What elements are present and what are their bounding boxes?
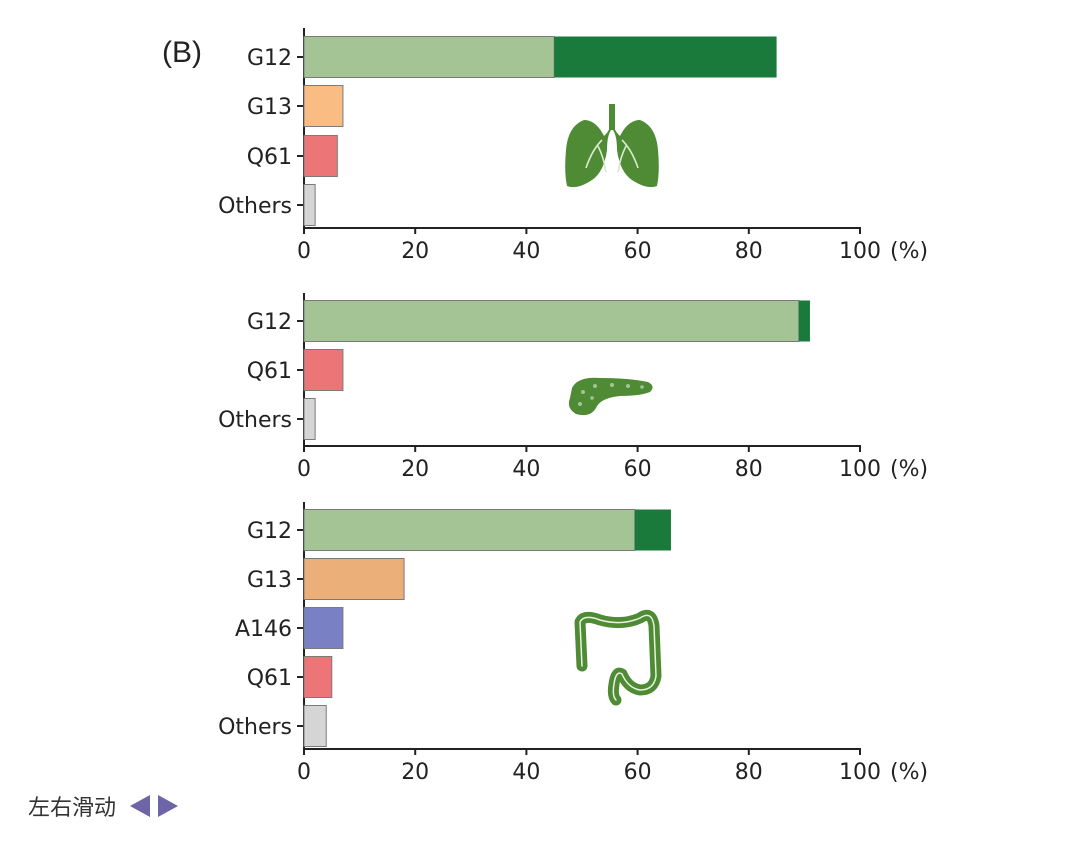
bar-a146-segment-1 (303, 607, 344, 649)
x-tick-label: 0 (297, 239, 311, 264)
x-tick-label: 40 (512, 239, 540, 264)
bar-others-segment-1 (303, 705, 327, 747)
x-tick-label: 0 (297, 457, 311, 482)
bar-g12-segment-2 (634, 509, 671, 551)
bar-others-segment-1 (303, 398, 316, 440)
bar-g12-segment-2 (798, 300, 810, 342)
x-tick-label: 80 (735, 760, 763, 785)
colon-icon (574, 609, 662, 706)
category-label: Others (218, 408, 292, 433)
bar-g12-segment-1 (303, 36, 555, 78)
bar-g13-segment-1 (303, 558, 405, 600)
next-arrow-icon[interactable] (158, 795, 179, 817)
x-tick-label: 100 (839, 239, 881, 264)
category-label: A146 (235, 617, 292, 642)
swipe-hint-label: 左右滑动 (28, 796, 117, 821)
swipe-hint: 左右滑动 (28, 790, 179, 822)
x-unit-label: (%) (890, 239, 928, 264)
category-label: Q61 (247, 666, 292, 691)
bar-q61-segment-1 (303, 656, 333, 698)
x-tick-label: 100 (839, 760, 881, 785)
x-tick-label: 40 (512, 760, 540, 785)
bar-chart-2: 0 20 40 60 80 100 (%) G12 Q61 Others (218, 293, 928, 482)
x-tick-label: 80 (735, 457, 763, 482)
x-tick-label: 100 (839, 457, 881, 482)
pancreas-icon (568, 377, 653, 416)
bar-g12-segment-2 (554, 36, 777, 78)
bar-q61-segment-1 (303, 349, 344, 391)
bar-chart-1: 0 20 40 60 80 100 (%) G12 G13 Q61 Others (218, 28, 928, 264)
category-label: G12 (247, 519, 292, 544)
category-label: Others (218, 715, 292, 740)
lung-icon (565, 104, 659, 188)
category-label: Q61 (247, 145, 292, 170)
x-tick-label: 60 (624, 239, 652, 264)
x-tick-label: 40 (512, 457, 540, 482)
bar-g12-segment-1 (303, 300, 800, 342)
category-label: G12 (247, 46, 292, 71)
panel-label: (B) (162, 36, 202, 69)
x-tick-label: 60 (624, 457, 652, 482)
category-label: Q61 (247, 359, 292, 384)
x-tick-label: 80 (735, 239, 763, 264)
bar-chart-3: 0 20 40 60 80 100 (%) G12 G13 A146 Q61 Others (218, 502, 928, 785)
category-label: G13 (247, 95, 292, 120)
bar-others-segment-1 (303, 184, 316, 226)
previous-arrow-icon[interactable] (130, 795, 151, 817)
x-unit-label: (%) (890, 760, 928, 785)
x-tick-label: 0 (297, 760, 311, 785)
category-label: G13 (247, 568, 292, 593)
x-tick-label: 60 (624, 760, 652, 785)
x-tick-label: 20 (401, 457, 429, 482)
bar-q61-segment-1 (303, 135, 338, 177)
x-tick-label: 20 (401, 239, 429, 264)
x-tick-label: 20 (401, 760, 429, 785)
x-unit-label: (%) (890, 457, 928, 482)
bar-g12-segment-1 (303, 509, 636, 551)
category-label: G12 (247, 310, 292, 335)
category-label: Others (218, 194, 292, 219)
bar-g13-segment-1 (303, 85, 344, 127)
